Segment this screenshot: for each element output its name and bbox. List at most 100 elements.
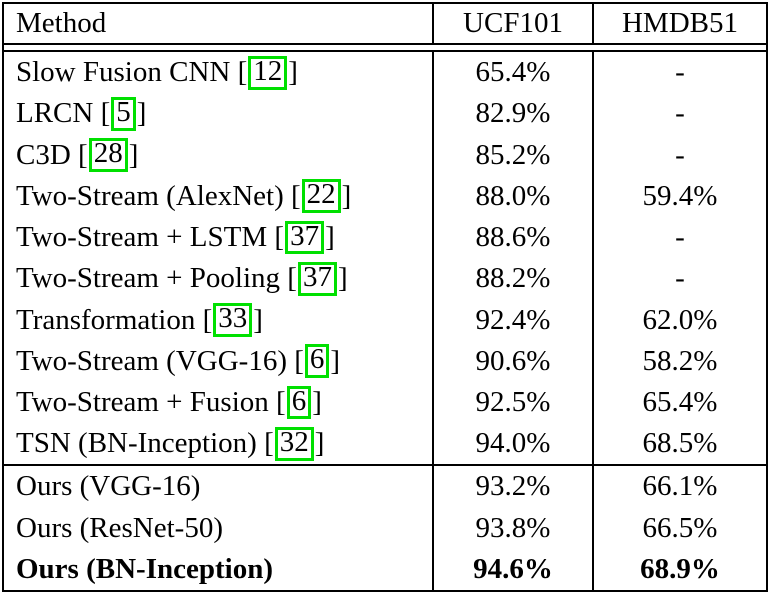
citation-bracket-open: [ — [195, 303, 213, 336]
ucf101-cell: 92.4% — [432, 299, 592, 341]
citation-bracket-close: ] — [314, 427, 325, 460]
method-label: Ours (BN-Inception) — [16, 552, 273, 585]
citation-link-box[interactable]: 6 — [286, 385, 312, 420]
citation-link-box[interactable]: 6 — [304, 344, 330, 379]
table-row: Two-Stream + LSTM [37] 88.6% - — [4, 216, 766, 259]
ucf101-cell: 93.8% — [432, 507, 592, 549]
citation-bracket-open: [ — [280, 262, 297, 295]
method-label: Two-Stream (VGG-16) — [16, 344, 287, 377]
citation-bracket-close: ] — [136, 97, 147, 130]
hmdb51-cell: 68.9% — [592, 548, 766, 591]
method-cell: Transformation [33] — [4, 299, 432, 340]
header-row: Method UCF101 HMDB51 — [4, 4, 766, 45]
method-cell: Two-Stream (AlexNet) [22] — [4, 176, 432, 217]
ucf101-cell: 92.5% — [432, 381, 592, 424]
ucf101-cell: 82.9% — [432, 93, 592, 135]
method-cell: C3D [28] — [4, 134, 432, 175]
method-cell: Ours (ResNet-50) — [4, 508, 432, 549]
table-row: Two-Stream + Pooling [37] 88.2% - — [4, 258, 766, 300]
citation-bracket-open: [ — [230, 56, 248, 89]
ucf101-cell: 85.2% — [432, 134, 592, 176]
citation-bracket-close: ] — [330, 344, 341, 377]
citation-link-box[interactable]: 28 — [88, 138, 128, 172]
citation-bracket-open: [ — [93, 97, 111, 130]
table-row: Two-Stream (AlexNet) [22] 88.0% 59.4% — [4, 175, 766, 217]
double-rule-gap — [4, 45, 766, 52]
table-row: Transformation [33] 92.4% 62.0% — [4, 299, 766, 341]
citation-link-box[interactable]: 32 — [274, 426, 314, 461]
method-label: Two-Stream (AlexNet) — [16, 179, 284, 212]
method-label: LRCN — [16, 97, 94, 130]
method-cell: Two-Stream + Pooling [37] — [4, 258, 432, 299]
ucf101-cell: 94.6% — [432, 548, 592, 591]
ucf101-cell: 93.2% — [432, 466, 592, 508]
hmdb51-cell: 65.4% — [592, 381, 766, 424]
table-row-best: Ours (BN-Inception) 94.6% 68.9% — [4, 548, 766, 591]
ucf101-cell: 88.2% — [432, 258, 592, 300]
method-label: C3D — [16, 138, 71, 171]
table-row: Two-Stream (VGG-16) [6] 90.6% 58.2% — [4, 340, 766, 382]
method-cell: Ours (BN-Inception) — [4, 549, 432, 590]
citation-bracket-close: ] — [253, 303, 263, 336]
hmdb51-cell: 58.2% — [592, 340, 766, 382]
method-cell: Two-Stream + Fusion [6] — [4, 382, 432, 423]
citation-bracket-close: ] — [128, 138, 139, 171]
method-cell: LRCN [5] — [4, 93, 432, 134]
citation-bracket-close: ] — [288, 56, 298, 89]
citation-bracket-open: [ — [286, 344, 304, 377]
table-row: TSN (BN-Inception) [32] 94.0% 68.5% — [4, 423, 766, 465]
method-label: Two-Stream + LSTM — [16, 221, 268, 254]
method-cell: Slow Fusion CNN [12] — [4, 52, 432, 93]
citation-link-box[interactable]: 22 — [301, 179, 341, 214]
citation-bracket-open: [ — [70, 138, 88, 171]
method-label: Ours (ResNet-50) — [16, 511, 223, 544]
citation-link-box[interactable]: 5 — [111, 96, 136, 131]
method-label: Transformation — [16, 303, 196, 336]
citation-bracket-close: ] — [341, 179, 352, 212]
header-hmdb51: HMDB51 — [592, 4, 766, 43]
method-cell: Ours (VGG-16) — [4, 466, 432, 507]
hmdb51-cell: - — [592, 216, 766, 259]
method-label: Two-Stream + Fusion — [16, 385, 269, 418]
citation-bracket-open: [ — [268, 385, 286, 418]
citation-bracket-close: ] — [312, 385, 322, 418]
hmdb51-cell: 66.1% — [592, 466, 766, 508]
hmdb51-cell: - — [592, 93, 766, 135]
method-label: Two-Stream + Pooling — [16, 262, 281, 295]
citation-bracket-open: [ — [256, 427, 274, 460]
citation-link-box[interactable]: 37 — [285, 220, 325, 255]
hmdb51-cell: 68.5% — [592, 423, 766, 465]
method-label: TSN (BN-Inception) — [16, 427, 257, 460]
hmdb51-cell: - — [592, 134, 766, 176]
citation-bracket-open: [ — [267, 221, 285, 254]
hmdb51-cell: 66.5% — [592, 507, 766, 549]
table-row: C3D [28] 85.2% - — [4, 134, 766, 176]
table-row: Ours (VGG-16) 93.2% 66.1% — [4, 466, 766, 508]
ours-group: Ours (VGG-16) 93.2% 66.1% Ours (ResNet-5… — [4, 464, 766, 591]
hmdb51-cell: 62.0% — [592, 299, 766, 341]
ucf101-cell: 88.0% — [432, 175, 592, 217]
ucf101-cell: 65.4% — [432, 52, 592, 94]
header-ucf101: UCF101 — [432, 4, 592, 43]
table-row: Ours (ResNet-50) 93.8% 66.5% — [4, 507, 766, 549]
results-table: Method UCF101 HMDB51 Slow Fusion CNN [12… — [2, 2, 768, 592]
method-label: Slow Fusion CNN — [16, 56, 231, 89]
prior-work-group: Slow Fusion CNN [12] 65.4% - LRCN [5] 82… — [4, 52, 766, 465]
citation-bracket-open: [ — [283, 179, 301, 212]
citation-bracket-close: ] — [337, 262, 348, 295]
ucf101-cell: 88.6% — [432, 216, 592, 259]
citation-link-box[interactable]: 33 — [213, 303, 253, 337]
citation-link-box[interactable]: 37 — [297, 261, 337, 296]
method-cell: Two-Stream (VGG-16) [6] — [4, 341, 432, 382]
citation-link-box[interactable]: 12 — [248, 55, 288, 90]
table-row: LRCN [5] 82.9% - — [4, 93, 766, 135]
method-cell: TSN (BN-Inception) [32] — [4, 423, 432, 464]
table-row: Slow Fusion CNN [12] 65.4% - — [4, 52, 766, 94]
header-method: Method — [16, 7, 107, 39]
ucf101-cell: 90.6% — [432, 340, 592, 382]
method-cell: Two-Stream + LSTM [37] — [4, 217, 432, 258]
method-label: Ours (VGG-16) — [16, 470, 201, 503]
hmdb51-cell: 59.4% — [592, 175, 766, 217]
hmdb51-cell: - — [592, 258, 766, 300]
hmdb51-cell: - — [592, 52, 766, 94]
